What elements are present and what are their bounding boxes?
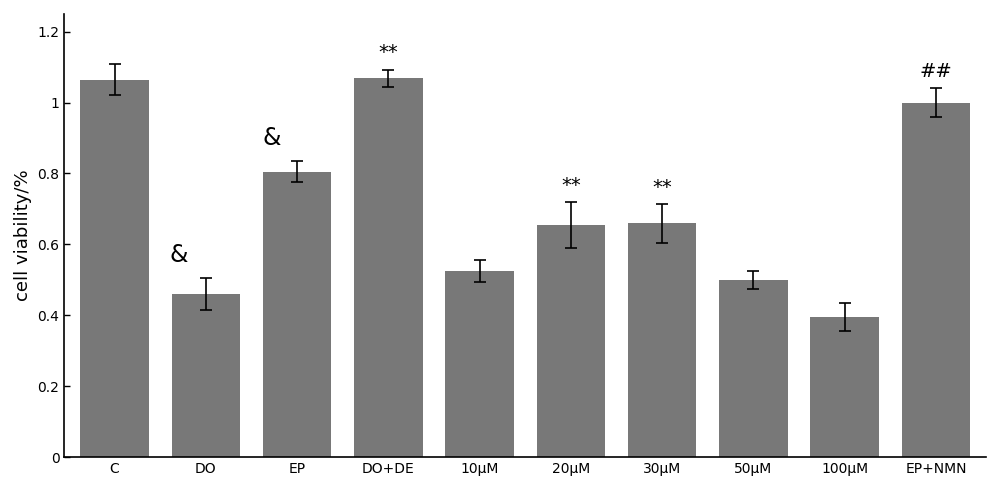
Bar bbox=[263, 172, 331, 457]
Bar bbox=[628, 223, 696, 457]
Bar bbox=[445, 271, 514, 457]
Text: **: ** bbox=[378, 44, 398, 63]
Y-axis label: cell viability/%: cell viability/% bbox=[14, 170, 32, 301]
Text: **: ** bbox=[561, 176, 581, 195]
Text: &: & bbox=[169, 244, 188, 268]
Text: ##: ## bbox=[920, 62, 952, 81]
Bar bbox=[172, 294, 240, 457]
Bar bbox=[80, 79, 149, 457]
Bar bbox=[719, 280, 788, 457]
Text: &: & bbox=[262, 126, 281, 150]
Text: **: ** bbox=[652, 177, 672, 196]
Bar bbox=[902, 102, 970, 457]
Bar bbox=[810, 317, 879, 457]
Bar bbox=[537, 225, 605, 457]
Bar bbox=[354, 78, 423, 457]
